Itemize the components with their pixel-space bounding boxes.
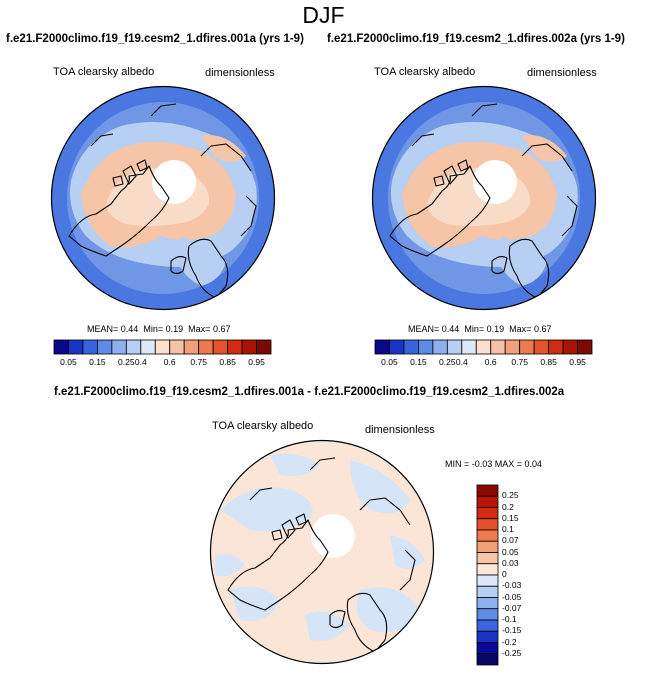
diff-colorbar-tick-label: -0.1 <box>502 614 517 624</box>
colorbar-swatch <box>548 339 564 355</box>
diff-colorbar-tick-label: -0.25 <box>502 647 522 658</box>
diff-colorbar-swatch <box>476 484 499 497</box>
diff-colorbar-swatch <box>476 552 499 565</box>
colorbar-tick-label: 0.95 <box>569 357 586 367</box>
colorbar-swatch <box>198 339 214 355</box>
colorbar-swatch <box>533 339 549 355</box>
colorbar-tick-label: 0.95 <box>248 357 265 367</box>
colorbar-tick-label: 0.75 <box>190 357 207 367</box>
diff-polar-map <box>209 439 435 665</box>
colorbar-swatch <box>227 339 243 355</box>
colorbar-tick-label: 0.15 <box>89 357 106 367</box>
colorbar-swatch <box>111 339 127 355</box>
colorbar-swatch <box>519 339 535 355</box>
diff-colorbar-swatch <box>476 653 499 666</box>
diff-colorbar-swatch <box>476 495 499 508</box>
colorbar-tick-label: 0.05 <box>381 357 398 367</box>
diff-colorbar-tick-label: 0.15 <box>502 512 519 523</box>
colorbar-tick-label: 0.05 <box>60 357 77 367</box>
diff-colorbar-tick-label: 0.05 <box>502 546 519 557</box>
left-units-label: dimensionless <box>205 67 275 79</box>
diff-colorbar-tick-label: 0.07 <box>502 535 519 546</box>
season-title: DJF <box>302 2 345 28</box>
colorbar-swatch <box>562 339 578 355</box>
diff-colorbar-tick-label: -0.2 <box>502 636 517 647</box>
diff-range-stats: MIN = -0.03 MAX = 0.04 <box>445 459 543 469</box>
diff-colorbar-swatch <box>476 563 499 576</box>
colorbar-tick-label: 0.85 <box>540 357 557 367</box>
colorbar-tick-label: 0.25 <box>118 357 135 367</box>
diff-colorbar-tick-label: 0.1 <box>502 524 514 534</box>
colorbar-swatch <box>504 339 521 355</box>
left-colorbar <box>53 339 272 355</box>
diff-colorbar-tick-label: 0.25 <box>502 490 519 501</box>
diff-colorbar <box>476 484 499 666</box>
left-polar-map <box>50 85 276 311</box>
left-variable-label: TOA clearsky albedo <box>53 66 155 78</box>
colorbar-swatch <box>389 339 405 355</box>
colorbar-swatch <box>125 339 142 355</box>
colorbar-tick-label: 0.75 <box>511 357 528 367</box>
colorbar-tick-label: 0.6 <box>484 357 497 367</box>
diff-colorbar-swatch <box>476 529 499 542</box>
diff-colorbar-tick-label: -0.15 <box>502 625 522 636</box>
diff-case-title: f.e21.F2000climo.f19_f19.cesm2_1.dfires.… <box>54 386 565 398</box>
colorbar-swatch <box>432 339 448 355</box>
colorbar-swatch <box>212 339 228 355</box>
colorbar-swatch <box>241 339 257 355</box>
colorbar-tick-label: 0.4 <box>134 357 147 367</box>
diff-colorbar-swatch <box>476 630 499 643</box>
left-stats: MEAN= 0.44 Min= 0.19 Max= 0.67 <box>87 324 231 334</box>
right-colorbar <box>374 339 593 355</box>
colorbar-swatch <box>68 339 84 355</box>
right-variable-label: TOA clearsky albedo <box>374 66 476 78</box>
colorbar-swatch <box>403 339 419 355</box>
diff-colorbar-tick-label: 0.2 <box>502 501 514 512</box>
diff-colorbar-tick-label: -0.03 <box>502 580 522 591</box>
diff-colorbar-swatch <box>476 507 499 520</box>
colorbar-swatch <box>490 339 506 355</box>
diff-colorbar-tick-label: 0 <box>502 569 507 579</box>
diff-colorbar-tick-label: -0.05 <box>502 591 522 602</box>
colorbar-swatch <box>418 339 434 355</box>
diff-colorbar-swatch <box>476 585 499 598</box>
diff-colorbar-swatch <box>476 619 499 632</box>
right-case-title: f.e21.F2000climo.f19_f19.cesm2_1.dfires.… <box>327 33 625 45</box>
diff-units-label: dimensionless <box>365 424 435 436</box>
diff-variable-label: TOA clearsky albedo <box>212 420 314 432</box>
colorbar-swatch <box>154 339 171 355</box>
diff-colorbar-swatch <box>476 608 499 621</box>
colorbar-swatch <box>97 339 113 355</box>
colorbar-swatch <box>53 339 69 355</box>
diff-colorbar-swatch <box>476 642 499 655</box>
colorbar-swatch <box>183 339 200 355</box>
diff-colorbar-swatch <box>476 574 499 587</box>
colorbar-swatch <box>169 339 185 355</box>
colorbar-tick-label: 0.6 <box>163 357 176 367</box>
colorbar-swatch <box>374 339 390 355</box>
colorbar-swatch <box>82 339 98 355</box>
colorbar-tick-label: 0.85 <box>219 357 236 367</box>
diff-colorbar-swatch <box>476 518 499 531</box>
right-stats: MEAN= 0.44 Min= 0.19 Max= 0.67 <box>408 324 552 334</box>
colorbar-tick-label: 0.15 <box>410 357 427 367</box>
colorbar-tick-label: 0.25 <box>439 357 456 367</box>
diff-colorbar-tick-label: 0.03 <box>502 557 519 568</box>
colorbar-swatch <box>461 339 477 355</box>
left-case-title: f.e21.F2000climo.f19_f19.cesm2_1.dfires.… <box>6 33 304 45</box>
diff-colorbar-swatch <box>476 540 499 553</box>
colorbar-swatch <box>446 339 463 355</box>
right-units-label: dimensionless <box>527 67 597 79</box>
right-polar-map <box>371 85 597 311</box>
colorbar-swatch <box>140 339 156 355</box>
colorbar-tick-label: 0.4 <box>455 357 468 367</box>
diff-colorbar-tick-label: -0.07 <box>502 602 522 613</box>
diff-colorbar-swatch <box>476 597 499 610</box>
colorbar-swatch <box>475 339 492 355</box>
colorbar-swatch <box>577 339 593 355</box>
colorbar-swatch <box>256 339 272 355</box>
